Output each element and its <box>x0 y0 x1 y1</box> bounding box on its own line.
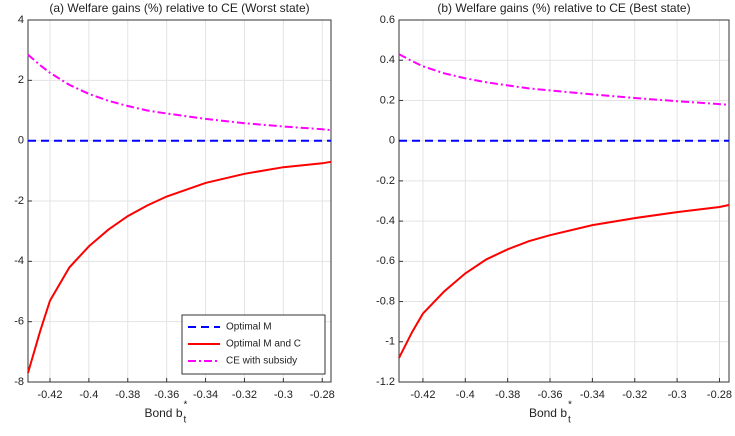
x-tick-label: -0.34 <box>193 389 218 401</box>
x-tick-label: -0.4 <box>456 389 475 401</box>
x-tick-label: -0.3 <box>668 389 687 401</box>
y-tick-label: 4 <box>18 14 24 26</box>
y-tick-label: -2 <box>14 195 24 207</box>
y-tick-label: -8 <box>14 376 24 388</box>
x-axis-label-sup: * <box>568 400 572 411</box>
series-line <box>398 204 730 359</box>
axes-box <box>27 19 332 383</box>
y-tick-label: 0 <box>18 135 24 147</box>
chart-title: (b) Welfare gains (%) relative to CE (Be… <box>437 1 690 15</box>
chart-title: (a) Welfare gains (%) relative to CE (Wo… <box>49 1 309 15</box>
x-tick-label: -0.38 <box>115 389 140 401</box>
x-tick-label: -0.38 <box>495 389 520 401</box>
x-tick-label: -0.36 <box>154 389 179 401</box>
axes-box <box>398 19 730 383</box>
x-axis-label: Bond b <box>529 406 567 420</box>
x-tick-label: -0.4 <box>79 389 98 401</box>
legend-label: Optimal M <box>226 322 272 333</box>
x-tick-label: -0.3 <box>274 389 293 401</box>
x-tick-label: -0.32 <box>232 389 257 401</box>
y-tick-label: -6 <box>14 316 24 328</box>
series-line <box>27 160 332 374</box>
series-line <box>398 53 730 106</box>
x-tick-label: -0.28 <box>310 389 335 401</box>
x-tick-label: -0.34 <box>580 389 605 401</box>
x-axis-label-sub: t <box>184 415 187 426</box>
y-tick-label: -1 <box>385 336 395 348</box>
y-tick-label: -1.2 <box>376 376 395 388</box>
x-axis-label: Bond b <box>144 406 182 420</box>
y-tick-label: 2 <box>18 74 24 86</box>
y-tick-label: 0.6 <box>380 14 395 26</box>
y-tick-label: 0.2 <box>380 94 395 106</box>
x-axis-label-sup: * <box>184 400 188 411</box>
y-tick-label: 0.4 <box>380 54 395 66</box>
y-tick-label: -4 <box>14 255 24 267</box>
y-tick-label: 0 <box>389 135 395 147</box>
y-tick-label: -0.6 <box>376 255 395 267</box>
x-tick-label: -0.42 <box>37 389 62 401</box>
x-tick-label: -0.28 <box>707 389 732 401</box>
x-tick-label: -0.32 <box>622 389 647 401</box>
x-tick-label: -0.42 <box>410 389 435 401</box>
x-tick-label: -0.36 <box>537 389 562 401</box>
x-axis-label-sub: t <box>568 415 571 426</box>
y-tick-label: -0.2 <box>376 175 395 187</box>
legend-label: Optimal M and C <box>226 339 301 350</box>
legend-label: CE with subsidy <box>226 356 297 367</box>
y-tick-label: -0.4 <box>376 215 395 227</box>
y-tick-label: -0.8 <box>376 295 395 307</box>
series-line <box>27 53 332 132</box>
